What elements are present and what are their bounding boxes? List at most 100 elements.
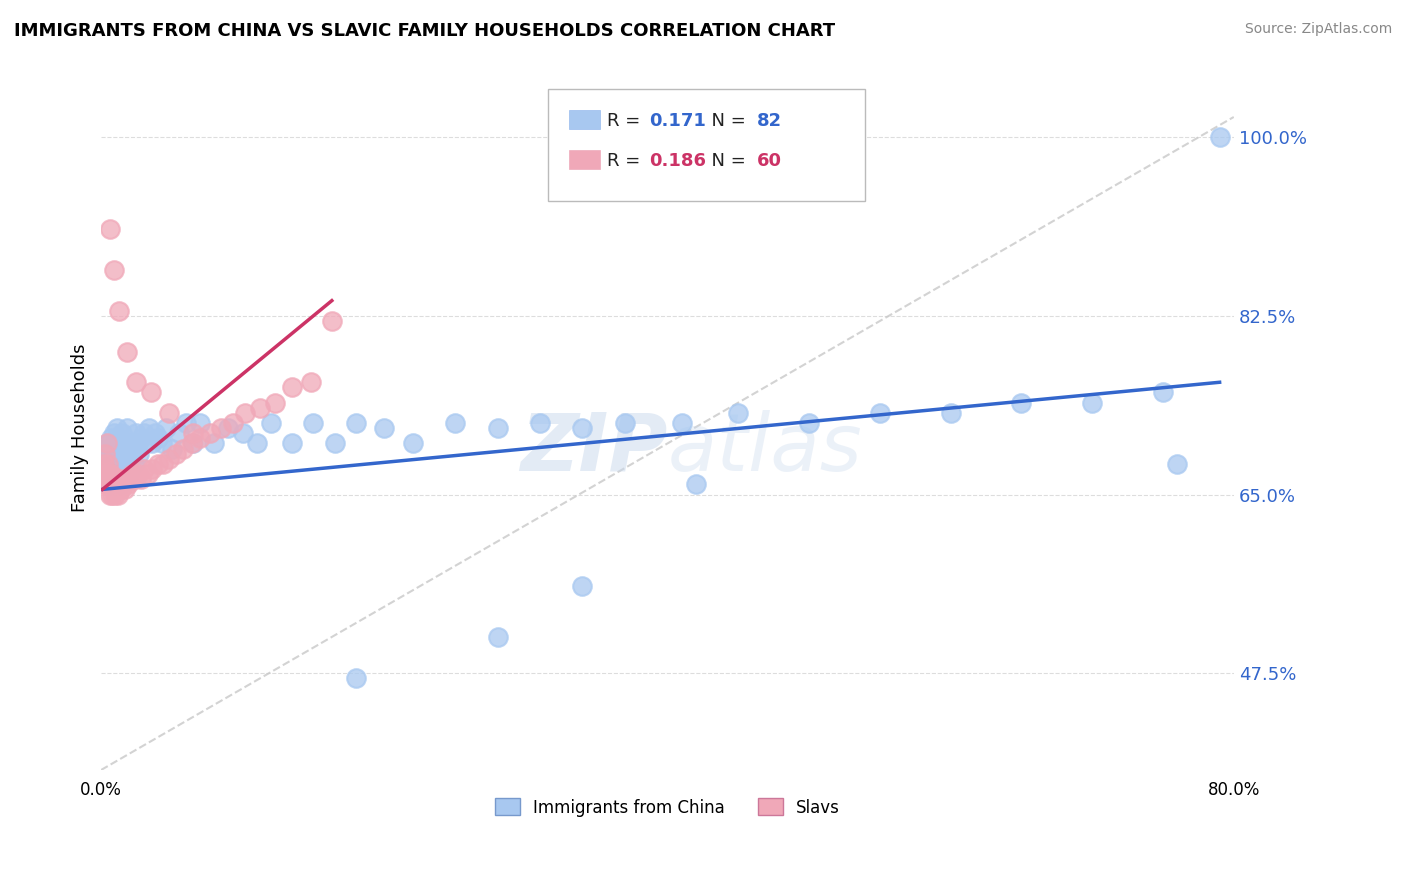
Point xyxy=(118,467,141,481)
Point xyxy=(114,451,136,466)
Point xyxy=(136,467,159,481)
Point xyxy=(115,442,138,456)
Point xyxy=(160,442,183,456)
Point xyxy=(246,436,269,450)
Point xyxy=(1166,457,1188,471)
Point xyxy=(135,436,157,450)
Point xyxy=(165,447,187,461)
Point xyxy=(124,472,146,486)
Point xyxy=(115,344,138,359)
Point xyxy=(188,431,211,445)
Point xyxy=(249,401,271,415)
Point xyxy=(146,431,169,445)
Point xyxy=(118,472,141,486)
Point xyxy=(150,436,173,450)
Point xyxy=(98,222,121,236)
Point xyxy=(302,416,325,430)
Text: N =: N = xyxy=(700,112,752,129)
Point xyxy=(1208,130,1230,145)
Point xyxy=(444,416,467,430)
Point xyxy=(103,483,125,497)
Point xyxy=(107,487,129,501)
Point xyxy=(101,472,124,486)
Point xyxy=(344,671,367,685)
Point xyxy=(321,314,343,328)
Point xyxy=(685,477,707,491)
Point xyxy=(299,376,322,390)
Point xyxy=(103,263,125,277)
Text: ZIP: ZIP xyxy=(520,409,668,488)
Point xyxy=(172,442,194,456)
Point xyxy=(613,416,636,430)
Point xyxy=(107,462,129,476)
Point xyxy=(939,406,962,420)
Point xyxy=(104,436,127,450)
Point xyxy=(128,447,150,461)
Text: R =: R = xyxy=(607,112,647,129)
Point xyxy=(101,487,124,501)
Point xyxy=(111,472,134,486)
Point xyxy=(105,477,128,491)
Point xyxy=(571,421,593,435)
Text: atlas: atlas xyxy=(668,409,862,488)
Point xyxy=(97,457,120,471)
Point xyxy=(125,376,148,390)
Point xyxy=(112,436,135,450)
Point xyxy=(167,426,190,441)
Point xyxy=(114,483,136,497)
Point xyxy=(94,442,117,456)
Point xyxy=(98,447,121,461)
Point xyxy=(100,462,122,476)
Point xyxy=(112,467,135,481)
Y-axis label: Family Households: Family Households xyxy=(72,344,89,512)
Point xyxy=(100,431,122,445)
Point xyxy=(98,477,121,491)
Point xyxy=(152,457,174,471)
Point xyxy=(222,416,245,430)
Point xyxy=(797,416,820,430)
Point xyxy=(112,477,135,491)
Point xyxy=(94,477,117,491)
Point xyxy=(401,436,423,450)
Point xyxy=(111,426,134,441)
Point xyxy=(91,467,114,481)
Point xyxy=(281,436,304,450)
Point xyxy=(571,579,593,593)
Point xyxy=(96,436,118,450)
Point xyxy=(97,436,120,450)
Point xyxy=(96,467,118,481)
Point xyxy=(129,472,152,486)
Point xyxy=(124,442,146,456)
Point xyxy=(146,457,169,471)
Point xyxy=(143,426,166,441)
Point xyxy=(141,436,163,450)
Point xyxy=(103,457,125,471)
Point xyxy=(181,436,204,450)
Point xyxy=(141,462,163,476)
Text: 0.186: 0.186 xyxy=(650,152,707,169)
Point xyxy=(107,431,129,445)
Point xyxy=(110,483,132,497)
Legend: Immigrants from China, Slavs: Immigrants from China, Slavs xyxy=(488,792,846,823)
Point xyxy=(132,426,155,441)
Point xyxy=(98,487,121,501)
Point xyxy=(104,487,127,501)
Point xyxy=(111,457,134,471)
Point xyxy=(127,436,149,450)
Point xyxy=(108,477,131,491)
Point xyxy=(127,467,149,481)
Point xyxy=(101,442,124,456)
Point xyxy=(108,303,131,318)
Point xyxy=(110,477,132,491)
Point xyxy=(529,416,551,430)
Point xyxy=(264,395,287,409)
Point xyxy=(98,467,121,481)
Point xyxy=(180,436,202,450)
Point xyxy=(104,467,127,481)
Point xyxy=(155,421,177,435)
Point xyxy=(323,436,346,450)
Point xyxy=(671,416,693,430)
Point xyxy=(108,447,131,461)
Point xyxy=(727,406,749,420)
Point xyxy=(122,457,145,471)
